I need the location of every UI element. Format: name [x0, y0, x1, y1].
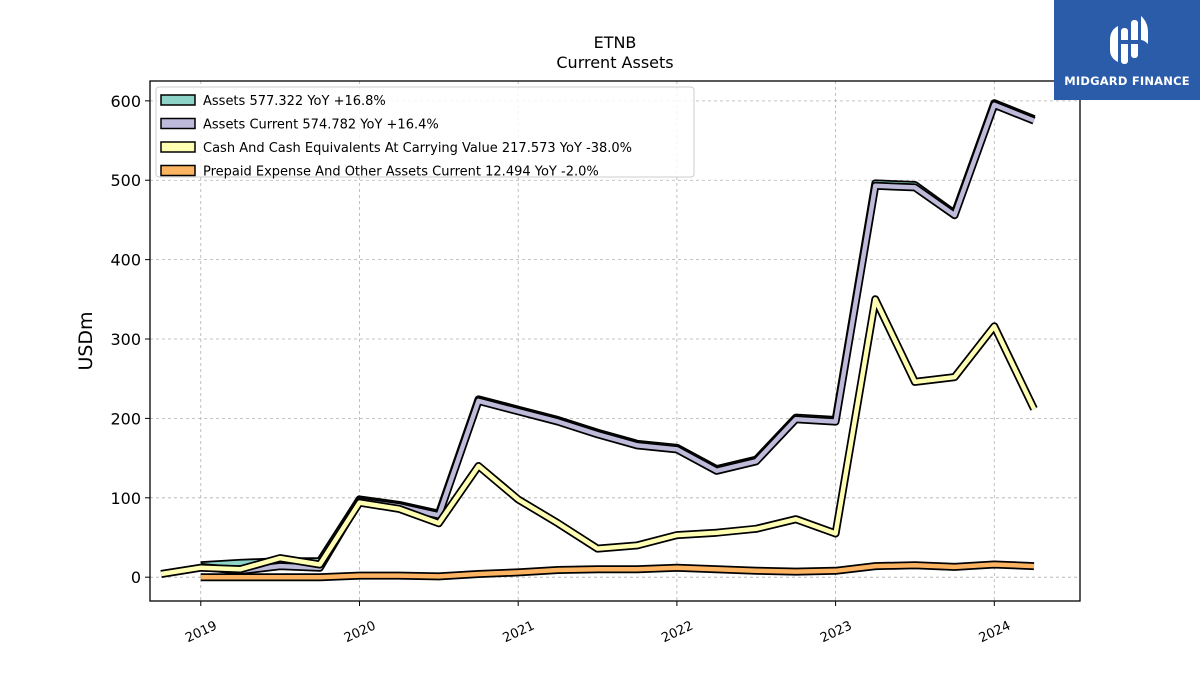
legend-label: Assets 577.322 YoY +16.8%: [203, 94, 386, 109]
chart-title-group: ETNB Current Assets: [556, 33, 673, 72]
y-axis-label: USDm: [75, 311, 97, 370]
plot-frame: [149, 80, 1081, 602]
x-tick-label: 2019: [183, 619, 219, 647]
midgard-logo-icon: [1110, 16, 1148, 64]
legend: Assets 577.322 YoY +16.8% Assets Current …: [155, 86, 695, 180]
y-tick-label: 0: [131, 568, 141, 587]
legend-label: Assets Current 574.782 YoY +16.4%: [203, 118, 439, 133]
legend-label: Prepaid Expense And Other Assets Current…: [203, 165, 599, 180]
brand-badge: MIDGARD FINANCE: [1054, 0, 1200, 100]
x-tick-label: 2020: [342, 619, 378, 647]
legend-swatch: [160, 117, 196, 130]
brand-name: MIDGARD FINANCE: [1064, 74, 1190, 88]
legend-box: [155, 86, 695, 178]
legend-swatch: [160, 164, 196, 177]
y-tick-label: 500: [110, 171, 141, 190]
x-tick-label: 2024: [977, 619, 1013, 647]
y-tick-label: 200: [110, 409, 141, 428]
y-tick-label: 600: [110, 92, 141, 111]
series-2: [160, 295, 1038, 578]
y-tick-label: 100: [110, 489, 141, 508]
series-layer: [160, 99, 1038, 582]
legend-label: Cash And Cash Equivalents At Carrying Va…: [203, 141, 632, 156]
chart-subtitle: Current Assets: [556, 53, 673, 72]
chart-title: ETNB: [594, 33, 637, 52]
y-tick-label: 300: [110, 330, 141, 349]
x-tick-label: 2022: [659, 619, 695, 647]
series-line: [200, 562, 1035, 580]
x-tick-label: 2023: [818, 619, 854, 647]
legend-swatch: [160, 94, 196, 106]
series-3: [200, 560, 1035, 582]
y-tick-label: 400: [110, 251, 141, 270]
x-tick-label: 2021: [501, 619, 537, 647]
legend-swatch: [160, 141, 196, 153]
series-line: [160, 297, 1037, 577]
